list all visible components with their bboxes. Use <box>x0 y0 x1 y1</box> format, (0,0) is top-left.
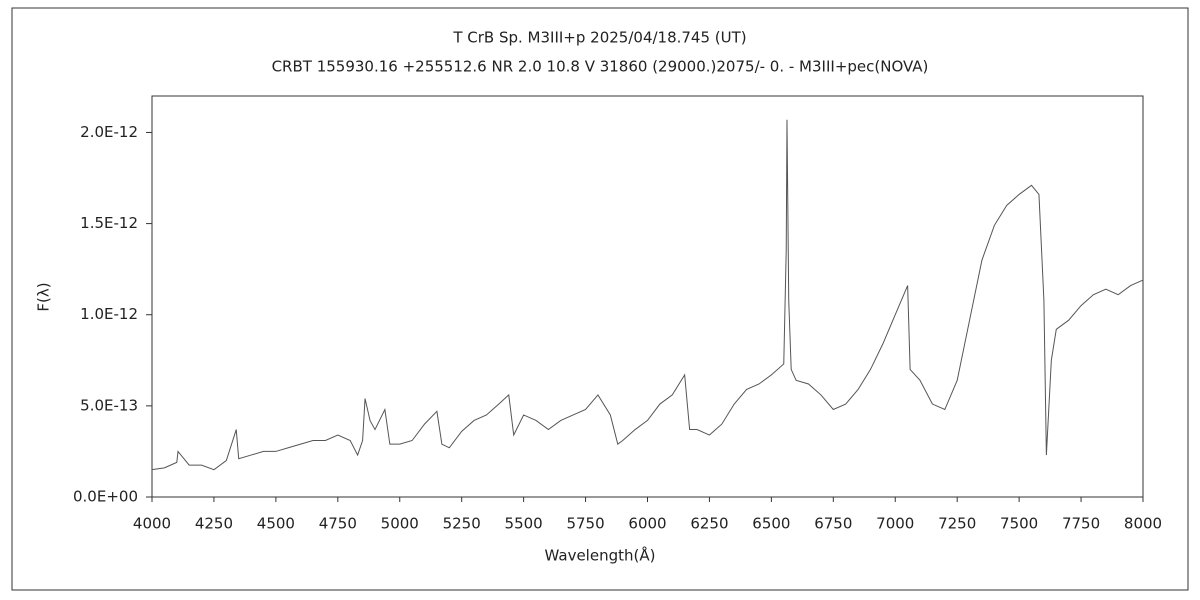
x-tick-label: 5000 <box>381 515 419 533</box>
x-tick-label: 7500 <box>1000 515 1038 533</box>
x-tick-label: 8000 <box>1124 515 1162 533</box>
chart-title: T CrB Sp. M3III+p 2025/04/18.745 (UT) <box>452 29 746 47</box>
x-tick-label: 6000 <box>628 515 666 533</box>
x-axis-label: Wavelength(Å) <box>545 546 656 565</box>
x-tick-label: 6500 <box>752 515 790 533</box>
x-tick-label: 6750 <box>814 515 852 533</box>
x-tick-label: 4500 <box>257 515 295 533</box>
y-tick-label: 2.0E-12 <box>80 123 138 141</box>
y-tick-label: 0.0E+00 <box>73 488 138 506</box>
x-tick-label: 7250 <box>938 515 976 533</box>
y-tick-label: 1.5E-12 <box>80 214 138 232</box>
spectrum-line <box>151 119 1144 471</box>
chart-subtitle: CRBT 155930.16 +255512.6 NR 2.0 10.8 V 3… <box>272 58 929 76</box>
x-tick-label: 4750 <box>319 515 357 533</box>
x-tick-label: 7750 <box>1062 515 1100 533</box>
x-tick-label: 7000 <box>876 515 914 533</box>
x-tick-label: 5750 <box>566 515 604 533</box>
x-tick-label: 5250 <box>443 515 481 533</box>
y-tick-label: 1.0E-12 <box>80 305 138 323</box>
y-tick-label: 5.0E-13 <box>80 396 138 414</box>
x-tick-label: 4000 <box>133 515 171 533</box>
y-axis-label: F(λ) <box>35 282 53 311</box>
frame <box>11 7 1189 591</box>
plot-area <box>151 95 1144 498</box>
x-tick-label: 6250 <box>690 515 728 533</box>
x-tick-label: 5500 <box>505 515 543 533</box>
x-tick-label: 4250 <box>195 515 233 533</box>
